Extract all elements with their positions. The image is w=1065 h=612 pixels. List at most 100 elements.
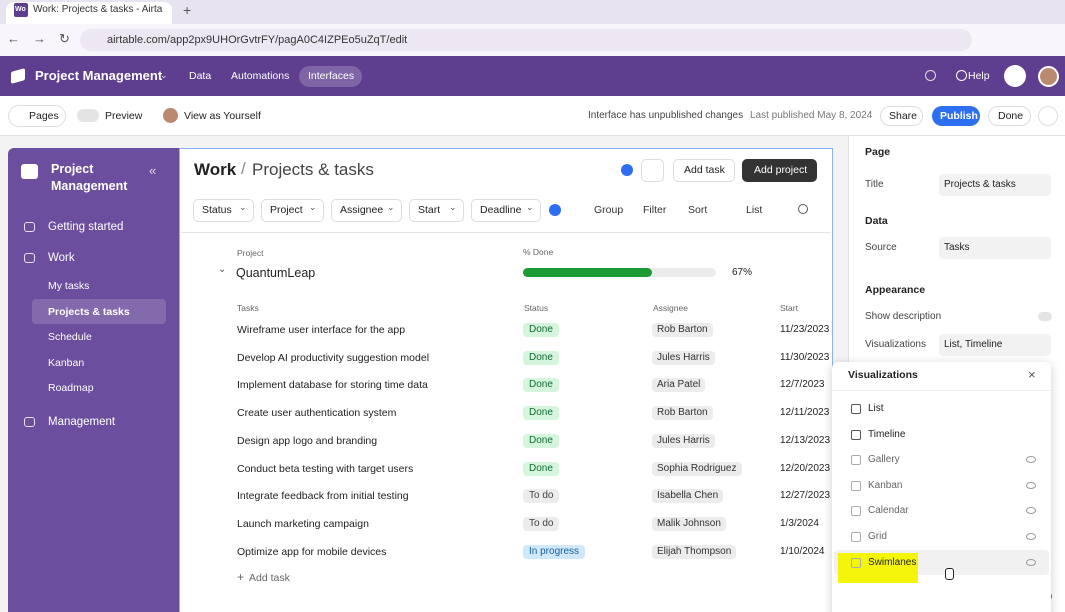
visibility-toggle[interactable] xyxy=(1026,456,1036,464)
search-icon[interactable] xyxy=(798,204,808,214)
add-project-button[interactable] xyxy=(742,159,817,182)
share-button[interactable] xyxy=(880,106,923,126)
visualization-option[interactable]: Calendar xyxy=(868,505,909,517)
nav-button[interactable]: ← xyxy=(7,31,20,46)
assignee-pill: Isabella Chen xyxy=(652,489,724,504)
nav-tab[interactable]: Data xyxy=(189,70,212,82)
task-name[interactable]: Create user authentication system xyxy=(237,407,397,420)
panel-heading: Appearance xyxy=(865,284,926,296)
sidebar-page[interactable]: Roadmap xyxy=(48,382,94,394)
sidebar-section[interactable]: Work xyxy=(48,252,75,264)
start-date: 1/3/2024 xyxy=(780,517,819,529)
add-row[interactable]: Add task xyxy=(249,572,290,584)
title-input[interactable] xyxy=(939,174,1051,196)
task-name[interactable]: Conduct beta testing with target users xyxy=(237,462,414,475)
visualization-option[interactable]: Kanban xyxy=(868,479,903,491)
status-pill: Done xyxy=(523,406,559,421)
viz-icon xyxy=(851,455,861,466)
start-date: 12/13/2023 xyxy=(780,434,831,446)
add-row-plus[interactable]: + xyxy=(237,570,245,584)
bell[interactable] xyxy=(1004,65,1026,87)
visibility-toggle[interactable] xyxy=(1026,533,1036,540)
filter-button[interactable] xyxy=(471,199,541,222)
preview: Preview xyxy=(105,110,143,122)
publish: Publish xyxy=(940,110,978,122)
more-button[interactable] xyxy=(641,159,664,182)
view-as[interactable]: View as Yourself xyxy=(184,110,261,122)
visualizations-select[interactable] xyxy=(939,334,1051,356)
pages-button[interactable] xyxy=(8,105,66,127)
help-icon xyxy=(956,70,967,81)
visibility-toggle[interactable] xyxy=(1026,558,1036,566)
omnibox[interactable] xyxy=(80,29,972,51)
view-action[interactable]: Sort xyxy=(688,204,708,216)
task-name[interactable]: Implement database for storing time data xyxy=(237,379,428,392)
field-label: Title xyxy=(865,179,884,190)
percent-label: 67% xyxy=(732,267,753,278)
sidebar-page[interactable]: Schedule xyxy=(48,331,92,343)
view-action[interactable]: Filter xyxy=(643,204,667,216)
done-button[interactable] xyxy=(988,106,1031,126)
status-pill: To do xyxy=(523,489,560,504)
sidebar-page[interactable]: My tasks xyxy=(48,280,90,292)
visualizations-value: List, Timeline xyxy=(944,339,1003,350)
filter-button[interactable] xyxy=(331,199,402,222)
status-pill: Done xyxy=(523,378,559,393)
new-tab[interactable]: + xyxy=(183,2,192,18)
add-filter[interactable] xyxy=(549,204,561,216)
popup-close[interactable]: × xyxy=(1028,367,1036,382)
assignee-pill: Malik Johnson xyxy=(652,516,726,531)
task-name[interactable]: Optimize app for mobile devices xyxy=(237,545,387,558)
nav-tab[interactable]: Interfaces xyxy=(308,70,355,82)
help[interactable]: Help xyxy=(968,70,990,82)
filter-button[interactable] xyxy=(193,199,254,222)
visualization-option[interactable]: List xyxy=(868,403,884,414)
start-date: 12/27/2023 xyxy=(780,490,831,502)
task-name[interactable]: Develop AI productivity suggestion model xyxy=(237,351,430,364)
filter-button[interactable] xyxy=(261,199,324,222)
task-name[interactable]: Wireframe user interface for the app xyxy=(237,324,406,336)
publish-button[interactable] xyxy=(932,106,980,126)
avatar[interactable] xyxy=(1038,66,1059,87)
status-pill: To do xyxy=(523,516,560,531)
visualization-option[interactable]: Grid xyxy=(868,531,887,542)
visibility-toggle[interactable] xyxy=(1026,507,1036,515)
column-header: Status xyxy=(524,303,549,313)
source-select[interactable] xyxy=(939,237,1051,259)
add-element[interactable] xyxy=(621,164,633,176)
filter-name: Assignee xyxy=(340,204,384,216)
share: Share xyxy=(889,110,918,122)
filter-button[interactable] xyxy=(409,199,464,222)
task-name[interactable]: Launch marketing campaign xyxy=(237,517,369,530)
source-value: Tasks xyxy=(944,242,970,253)
nav-tab[interactable]: Automations xyxy=(231,70,290,82)
history-icon xyxy=(925,70,936,81)
sidebar-page[interactable]: Projects & tasks xyxy=(48,305,130,318)
collapse-toolbar[interactable] xyxy=(1038,106,1058,126)
toggle[interactable] xyxy=(1038,312,1052,321)
progress-fill xyxy=(523,268,653,277)
collapse-sidebar[interactable]: « xyxy=(149,163,157,178)
sidebar-section[interactable]: Getting started xyxy=(48,221,124,233)
view-action[interactable]: List xyxy=(746,204,763,216)
sidebar-section[interactable]: Management xyxy=(48,415,116,428)
task-name[interactable]: Design app logo and branding xyxy=(237,434,378,447)
section-icon xyxy=(24,253,35,263)
done: Done xyxy=(998,110,1024,122)
visualization-option[interactable]: Swimlanes xyxy=(868,556,917,568)
visualization-option[interactable]: Timeline xyxy=(868,428,906,440)
preview-toggle[interactable] xyxy=(77,109,99,122)
nav-button[interactable]: ↻ xyxy=(59,31,70,46)
base-name[interactable]: Project Management xyxy=(35,68,163,83)
group-chevron[interactable]: ⌄ xyxy=(218,264,227,275)
sidebar-page[interactable]: Kanban xyxy=(48,356,85,369)
user-avatar xyxy=(163,108,178,123)
start-date: 12/11/2023 xyxy=(780,407,830,419)
nav-button[interactable]: → xyxy=(33,31,46,46)
visibility-toggle[interactable] xyxy=(1026,481,1036,489)
visualization-option[interactable]: Gallery xyxy=(868,454,900,466)
cursor xyxy=(945,568,954,580)
view-action[interactable]: Group xyxy=(594,204,624,216)
task-name[interactable]: Integrate feedback from initial testing xyxy=(237,490,409,503)
add-task-button[interactable] xyxy=(673,159,735,182)
